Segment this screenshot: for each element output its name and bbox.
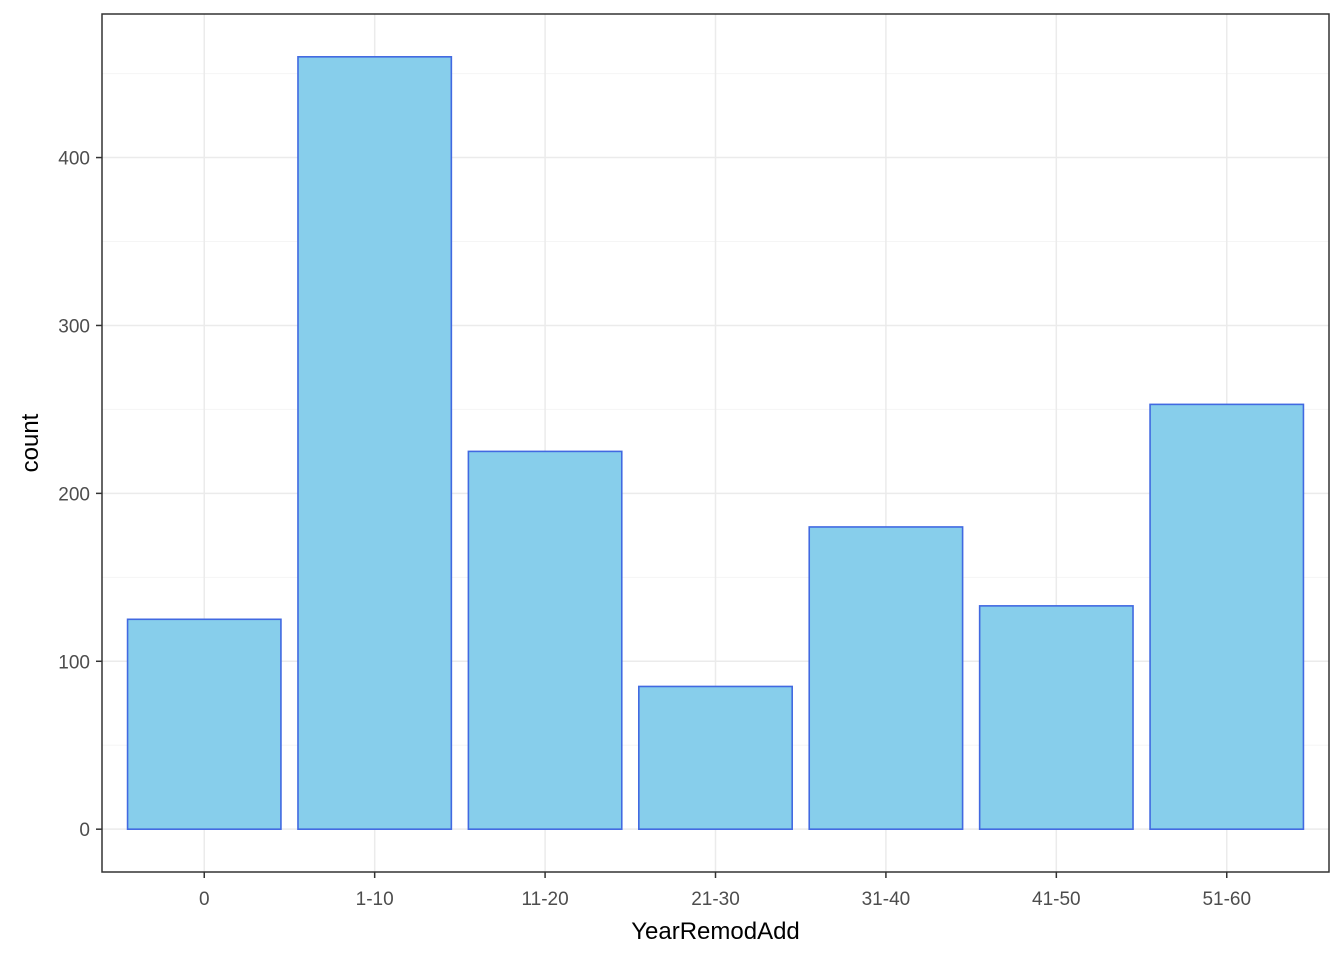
y-tick-label: 200 bbox=[58, 484, 90, 505]
y-tick-label: 300 bbox=[58, 316, 90, 337]
x-tick-label: 0 bbox=[199, 889, 210, 910]
bar-21-30 bbox=[638, 685, 793, 830]
x-axis: 0 1-10 11-20 21-30 31-40 41-50 51-60 bbox=[199, 872, 1251, 910]
bar-51-60 bbox=[1149, 403, 1305, 830]
y-axis: 0 100 200 300 400 bbox=[58, 149, 102, 841]
x-axis-title: YearRemodAdd bbox=[631, 918, 800, 945]
bar-31-40 bbox=[808, 526, 964, 830]
x-tick-label: 11-20 bbox=[521, 889, 568, 910]
y-axis-title: count bbox=[17, 413, 44, 472]
x-tick-label: 21-30 bbox=[691, 889, 740, 910]
y-tick-label: 400 bbox=[58, 149, 90, 170]
y-tick-label: 100 bbox=[58, 652, 90, 673]
x-tick-label: 51-60 bbox=[1202, 889, 1251, 910]
x-tick-label: 41-50 bbox=[1032, 889, 1081, 910]
bar-11-20 bbox=[467, 450, 623, 830]
x-tick-label: 31-40 bbox=[862, 889, 911, 910]
bars bbox=[126, 56, 1305, 830]
bar-41-50 bbox=[978, 605, 1134, 830]
bar-1-10 bbox=[297, 56, 453, 830]
bar-0 bbox=[126, 618, 282, 830]
x-tick-label: 1-10 bbox=[356, 889, 394, 910]
y-tick-label: 0 bbox=[79, 820, 90, 841]
